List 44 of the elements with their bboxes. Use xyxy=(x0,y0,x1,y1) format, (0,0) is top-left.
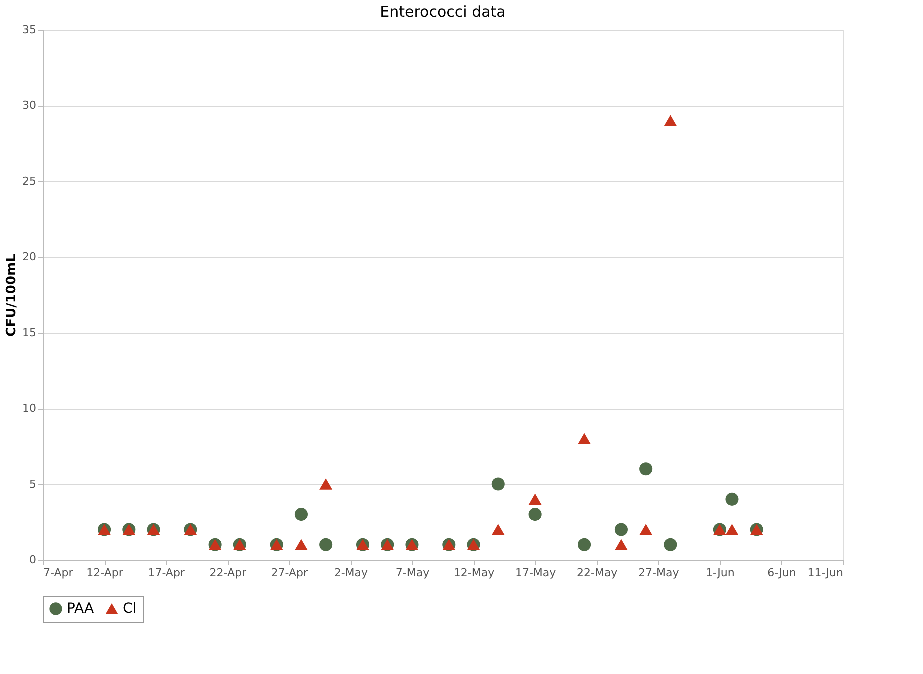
point xyxy=(528,508,542,522)
x-tick-label: 7-Apr xyxy=(44,566,74,580)
chart-title: Enterococci data xyxy=(380,3,506,21)
y-tick-label: 20 xyxy=(22,250,36,264)
x-tick-label: 7-May xyxy=(396,566,430,580)
x-tick-label: 1-Jun xyxy=(706,566,735,580)
x-tick-label: 11-Jun xyxy=(808,566,844,580)
point xyxy=(614,539,628,551)
point xyxy=(726,492,739,506)
x-tick-label: 2-May xyxy=(334,566,369,580)
point xyxy=(640,524,653,536)
x-tick-label: 17-May xyxy=(515,566,557,580)
point xyxy=(320,478,333,490)
y-tick-label: 35 xyxy=(22,24,36,36)
y-tick-label: 25 xyxy=(22,174,36,188)
x-tick-label: 17-Apr xyxy=(148,566,186,580)
legend-label: PAA xyxy=(67,601,95,617)
y-tick-label: 0 xyxy=(30,554,36,566)
point xyxy=(528,494,542,506)
point xyxy=(578,433,592,445)
y-tick-label: 15 xyxy=(22,326,36,340)
point xyxy=(664,115,678,127)
point xyxy=(492,524,505,536)
x-tick-label: 27-Apr xyxy=(271,566,309,580)
point xyxy=(664,538,678,552)
point xyxy=(726,524,739,536)
x-tick-label: 22-May xyxy=(576,566,618,580)
y-tick-label: 10 xyxy=(22,402,36,416)
x-tick-label: 27-May xyxy=(638,566,680,580)
x-tick-label: 6-Jun xyxy=(768,566,796,580)
y-tick-label: 5 xyxy=(30,478,36,491)
x-tick-label: 22-Apr xyxy=(210,566,247,580)
point xyxy=(640,462,653,476)
x-tick-label: 12-Apr xyxy=(86,566,124,580)
point xyxy=(614,523,628,536)
point xyxy=(294,539,308,551)
point xyxy=(578,538,592,552)
legend-label: Cl xyxy=(123,601,137,617)
x-tick-label: 12-May xyxy=(454,566,496,580)
y-tick-label: 30 xyxy=(22,99,36,112)
point xyxy=(294,508,308,522)
point xyxy=(320,538,333,552)
y-axis-title: CFU/100mL xyxy=(4,254,20,337)
point xyxy=(492,478,505,491)
